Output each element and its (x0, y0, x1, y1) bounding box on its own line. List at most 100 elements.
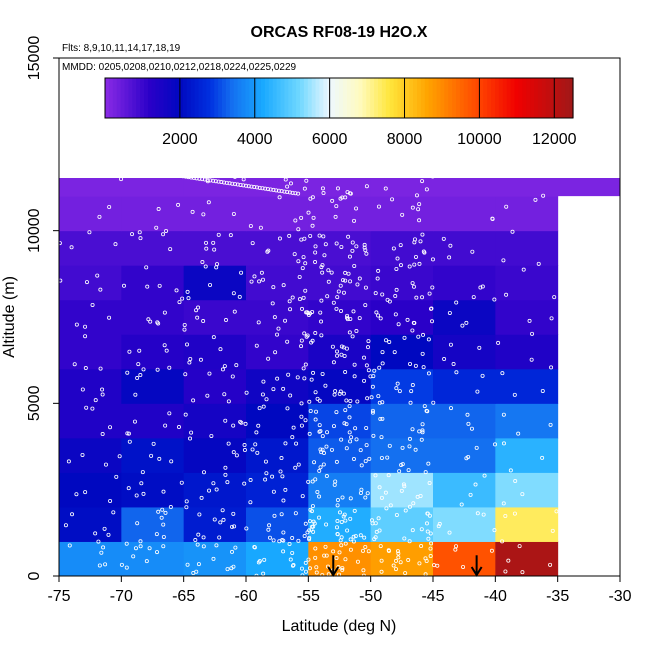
observation-point (401, 482, 406, 487)
observation-point (373, 291, 378, 296)
observation-point (425, 511, 430, 516)
observation-point (489, 548, 494, 553)
observation-point (342, 421, 347, 426)
observation-point (508, 468, 513, 473)
observation-point (306, 210, 311, 215)
observation-point (271, 387, 276, 392)
observation-point (430, 257, 435, 262)
observation-point (233, 545, 238, 550)
observation-point (195, 315, 200, 320)
observation-point (208, 282, 213, 287)
observation-point (362, 535, 367, 540)
observation-point (364, 425, 369, 430)
observation-point (126, 486, 131, 491)
observation-point (350, 334, 355, 339)
observation-point (396, 322, 401, 327)
observation-point (474, 445, 479, 450)
observation-point (95, 273, 100, 278)
colorbar-swatch (526, 78, 531, 118)
observation-point (96, 539, 101, 544)
observation-point (410, 528, 415, 533)
observation-point (340, 195, 345, 200)
observation-point (196, 305, 201, 310)
colorbar-swatch (448, 78, 453, 118)
observation-point (339, 308, 344, 313)
observation-point (318, 310, 323, 315)
observation-point (334, 525, 339, 530)
observation-point (321, 234, 326, 239)
observation-point (200, 260, 205, 265)
observation-point (307, 431, 312, 436)
observation-point (361, 568, 366, 573)
observation-point (279, 512, 284, 517)
observation-point (260, 186, 265, 191)
observation-point (222, 180, 227, 185)
colorbar-swatch (522, 78, 527, 118)
observation-point (358, 448, 363, 453)
observation-point (424, 408, 429, 413)
observation-point (448, 243, 453, 248)
colorbar-swatch (303, 78, 309, 118)
observation-point (383, 490, 388, 495)
observation-point (261, 571, 266, 576)
observation-point (205, 393, 210, 398)
observation-point (263, 459, 268, 464)
observation-point (281, 283, 286, 288)
observation-point (303, 288, 308, 293)
observation-point (466, 454, 471, 459)
observation-point (270, 301, 275, 306)
observation-point (188, 357, 193, 362)
observation-point (441, 236, 446, 241)
colorbar-swatch (495, 78, 500, 118)
observation-point (283, 318, 288, 323)
observation-point (364, 363, 369, 368)
observation-point (299, 566, 304, 571)
observation-point (426, 536, 431, 541)
observation-point (266, 356, 271, 361)
heatmap-cell (183, 196, 247, 232)
observation-point (501, 258, 506, 263)
x-tick-label: -60 (234, 588, 257, 605)
observation-point (342, 512, 347, 517)
observation-point (176, 425, 181, 430)
colorbar-swatch (268, 78, 274, 118)
observation-point (324, 444, 329, 449)
colorbar-swatch (202, 78, 207, 118)
observation-point (293, 511, 298, 516)
observation-point (347, 404, 352, 409)
y-tick-label: 0 (26, 571, 43, 580)
heatmap-cell (370, 472, 434, 508)
observation-point (147, 546, 152, 551)
observation-point (257, 185, 262, 190)
observation-point (201, 319, 206, 324)
observation-point (447, 255, 452, 260)
observation-point (376, 313, 381, 318)
colorbar-swatch (362, 78, 367, 118)
colorbar-swatch (194, 78, 200, 118)
colorbar-swatch (257, 78, 262, 118)
observation-point (322, 253, 327, 258)
observation-point (408, 361, 413, 366)
observation-point (529, 357, 534, 362)
observation-point (321, 191, 326, 196)
observation-point (185, 562, 190, 567)
observation-point (500, 539, 505, 544)
heatmap-cell (59, 265, 122, 301)
observation-point (351, 457, 356, 462)
observation-point (138, 236, 143, 241)
colorbar-tick-label: 10000 (457, 131, 502, 148)
observation-point (272, 315, 277, 320)
observation-point (137, 230, 142, 235)
observation-point (354, 244, 359, 249)
observation-point (351, 539, 356, 544)
observation-point (254, 343, 259, 348)
observation-point (113, 242, 118, 247)
observation-point (83, 334, 88, 339)
observation-point (185, 289, 190, 294)
observation-point (290, 435, 295, 440)
observation-point (260, 392, 265, 397)
colorbar-swatch (510, 78, 516, 118)
observation-point (301, 295, 306, 300)
observation-point (302, 331, 307, 336)
observation-point (343, 278, 348, 283)
